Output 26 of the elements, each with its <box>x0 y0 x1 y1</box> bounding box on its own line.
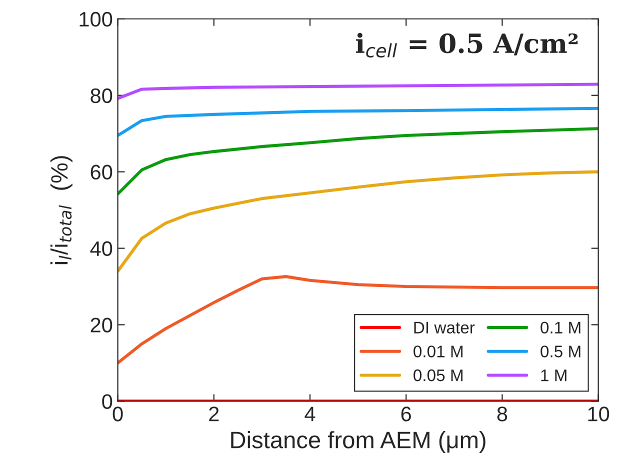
line-series <box>118 127 598 196</box>
legend-label: 0.01 M <box>414 346 462 358</box>
line-series <box>118 170 598 273</box>
legend-label: 0.05 M <box>414 369 462 382</box>
x-tick-label: 4 <box>304 406 316 422</box>
x-tick-label: 10 <box>588 406 610 422</box>
y-tick-label: 80 <box>90 88 112 104</box>
y-tick-label: 60 <box>90 164 112 180</box>
y-tick-label: 0 <box>102 394 112 409</box>
legend-label: DI water <box>414 322 475 334</box>
y-tick-label: 40 <box>90 241 112 256</box>
line-series <box>118 275 598 364</box>
x-tick-label: 2 <box>209 406 219 422</box>
x-tick-label: 8 <box>497 406 508 422</box>
y-axis-title: i$_{l}$/i$_{total}$ (%) <box>50 156 72 264</box>
annotation: i$_{cell}$ = 0.5 A/cm² <box>356 32 578 58</box>
y-tick-label: 20 <box>90 318 112 332</box>
x-axis-title: Distance from AEM (μm) <box>231 431 486 454</box>
legend-label: 0.5 M <box>540 346 580 358</box>
y-tick-label: 100 <box>80 12 112 27</box>
legend-label: 0.1 M <box>540 322 580 334</box>
x-tick-label: 0 <box>112 406 123 422</box>
legend-label: 1 M <box>541 370 566 382</box>
line-series <box>118 82 598 100</box>
x-tick-label: 6 <box>401 406 411 422</box>
line-series <box>118 106 598 138</box>
